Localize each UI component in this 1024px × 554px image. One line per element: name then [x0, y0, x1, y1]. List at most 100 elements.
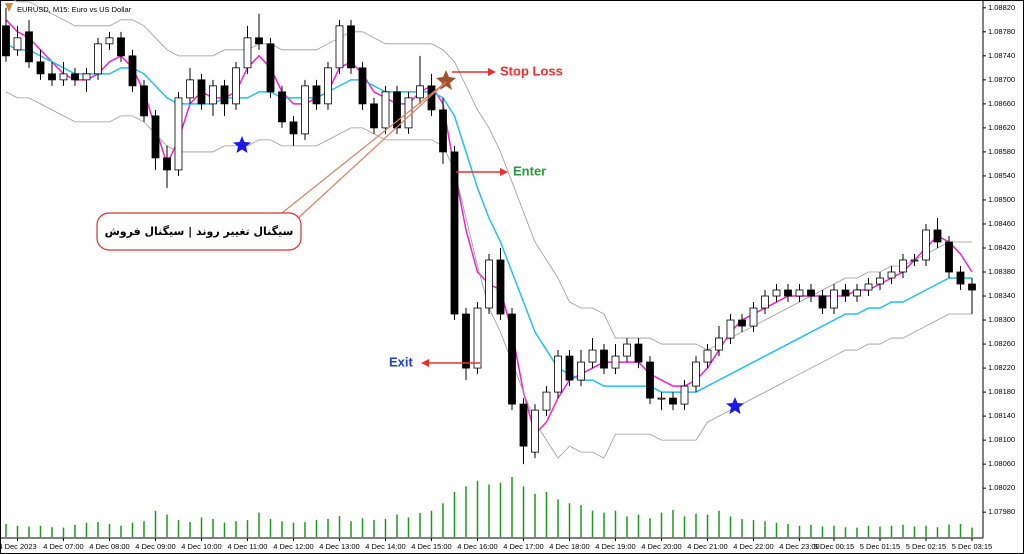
y-tick-label: 1.08660	[988, 99, 1015, 108]
x-tick-label: 4 Dec 23:00	[779, 542, 819, 551]
y-tick-label: 1.08500	[988, 195, 1015, 204]
y-tick-label: 1.08340	[988, 291, 1015, 300]
y-tick-label: 1.08580	[988, 147, 1015, 156]
y-tick-label: 1.08460	[988, 219, 1015, 228]
candle-body	[623, 343, 631, 357]
y-tick-label: 1.08820	[988, 3, 1015, 12]
candle-body	[784, 289, 792, 297]
candle-body	[174, 97, 183, 171]
candle-body	[59, 73, 68, 81]
candle-body	[956, 271, 965, 285]
candle-body	[715, 337, 723, 351]
candle-body	[485, 259, 493, 309]
candle-body	[841, 289, 850, 297]
candle-body	[749, 307, 758, 327]
x-tick-label: 4 Dec 2023	[0, 542, 37, 551]
candle-body	[738, 319, 746, 327]
x-tick-label: 4 Dec 14:00	[365, 542, 405, 551]
candle-body	[358, 67, 367, 105]
candle-body	[243, 37, 252, 69]
candle-body	[795, 289, 804, 297]
candle-body	[347, 25, 355, 69]
x-tick-label: 4 Dec 17:00	[503, 542, 543, 551]
candle-body	[439, 109, 447, 153]
candle-body	[381, 91, 390, 129]
signal-star	[233, 136, 251, 153]
candle-body	[163, 157, 171, 171]
candle-body	[473, 307, 482, 369]
callout-box	[96, 212, 302, 251]
callout-pointer	[281, 81, 447, 221]
candle-body	[910, 259, 919, 262]
candle-body	[289, 121, 298, 135]
x-tick-label: 4 Dec 15:00	[411, 542, 451, 551]
chart-title: EURUSD, M15: Euro vs US Dollar	[17, 5, 132, 14]
candle-body	[945, 241, 953, 273]
exit-label: Exit	[389, 354, 414, 369]
candle-body	[335, 25, 344, 69]
candle-body	[818, 295, 827, 309]
x-tick-label: 4 Dec 07:00	[43, 542, 83, 551]
candle-body	[450, 151, 459, 315]
x-tick-label: 4 Dec 09:00	[135, 542, 175, 551]
x-tick-label: 4 Dec 22:00	[733, 542, 773, 551]
candle-body	[151, 115, 160, 159]
y-tick-label: 1.08620	[988, 123, 1015, 132]
candle-body	[278, 91, 286, 123]
candle-body	[876, 277, 884, 285]
candle-body	[266, 43, 275, 93]
candle-body	[140, 85, 148, 117]
candle-body	[232, 67, 240, 105]
candle-body	[25, 31, 33, 63]
candle-body	[899, 259, 907, 273]
x-tick-label: 5 Dec 02:15	[906, 542, 946, 551]
candle-body	[703, 349, 712, 363]
candle-body	[370, 103, 378, 129]
y-tick-label: 1.08420	[988, 243, 1015, 252]
candle-body	[565, 355, 574, 381]
y-tick-label: 1.08060	[988, 459, 1015, 468]
y-tick-label: 1.08180	[988, 387, 1015, 396]
candle-body	[853, 289, 861, 297]
y-tick-label: 1.08700	[988, 75, 1015, 84]
x-tick-label: 4 Dec 13:00	[319, 542, 359, 551]
y-tick-label: 1.08780	[988, 27, 1015, 36]
arrowhead	[500, 168, 508, 176]
candle-body	[657, 397, 666, 400]
candle-body	[71, 73, 79, 81]
y-tick-label: 1.08300	[988, 315, 1015, 324]
signal-star	[726, 397, 744, 414]
candle-body	[197, 79, 206, 105]
candle-body	[462, 313, 470, 369]
y-tick-label: 1.08100	[988, 435, 1015, 444]
x-tick-label: 4 Dec 11:00	[228, 542, 268, 551]
x-tick-label: 5 Dec 01:15	[860, 542, 900, 551]
y-tick-label: 1.07980	[988, 507, 1015, 516]
candle-body	[933, 229, 942, 243]
stop-loss-label: Stop Loss	[500, 63, 563, 78]
candle-body	[669, 397, 677, 405]
candle-body	[128, 55, 137, 87]
y-tick-label: 1.08020	[988, 483, 1015, 492]
candle-body	[680, 385, 689, 405]
indicator-line	[5, 43, 972, 393]
candle-body	[588, 349, 597, 363]
x-tick-label: 4 Dec 20:00	[641, 542, 681, 551]
candle-body	[36, 61, 45, 75]
candle-body	[255, 37, 263, 45]
x-tick-label: 4 Dec 19:00	[595, 542, 635, 551]
stop-star	[436, 70, 456, 90]
candle-body	[968, 283, 976, 291]
candle-body	[404, 97, 413, 129]
candle-body	[312, 85, 321, 105]
candle-body	[48, 73, 56, 81]
candle-body	[301, 85, 309, 135]
candle-body	[761, 295, 769, 309]
candle-body	[922, 229, 930, 261]
symbol-icon	[5, 3, 13, 12]
candle-body	[519, 403, 528, 447]
candle-body	[554, 355, 562, 393]
candle-body	[887, 271, 896, 279]
